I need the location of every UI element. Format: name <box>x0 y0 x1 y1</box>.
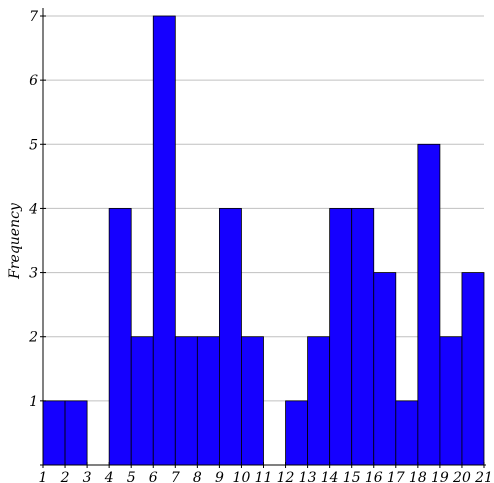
y-tick-label-4: 4 <box>28 201 38 217</box>
bar-16-17 <box>373 272 397 466</box>
x-tick-label-6: 6 <box>149 470 158 483</box>
y-tick-label-5: 5 <box>29 137 38 153</box>
y-axis-title: Frequency <box>7 202 23 280</box>
bar-5-6 <box>130 336 154 466</box>
bar-4-5 <box>108 208 132 466</box>
y-tick-label-3: 3 <box>29 266 38 282</box>
x-tick-label-14: 14 <box>321 470 339 483</box>
x-tick-label-20: 20 <box>452 470 471 483</box>
x-tick-label-3: 3 <box>83 470 92 483</box>
bar-20-21 <box>461 272 485 466</box>
x-tick-label-16: 16 <box>365 470 383 483</box>
bar-14-15 <box>329 208 353 466</box>
bar-17-18 <box>395 400 419 466</box>
x-tick-label-18: 18 <box>409 470 427 483</box>
x-tick-label-2: 2 <box>60 470 70 483</box>
bar-13-14 <box>307 336 331 466</box>
y-tick-label-2: 2 <box>28 330 38 346</box>
bar-8-9 <box>196 336 220 466</box>
y-tick-label-6: 6 <box>29 73 38 89</box>
x-tick-label-5: 5 <box>127 470 136 483</box>
bar-6-7 <box>152 15 176 466</box>
bar-19-20 <box>439 336 463 466</box>
bar-1-2 <box>42 400 66 466</box>
x-tick-label-19: 19 <box>431 470 449 483</box>
x-tick-label-7: 7 <box>171 470 180 483</box>
x-tick-label-8: 8 <box>193 470 202 483</box>
bar-12-13 <box>285 400 308 466</box>
bar-15-16 <box>351 208 375 466</box>
y-tick-label-1: 1 <box>29 394 38 410</box>
bar-2-3 <box>64 400 88 466</box>
x-tick-label-13: 13 <box>299 470 317 483</box>
x-tick-label-15: 15 <box>343 470 361 483</box>
x-tick-label-10: 10 <box>233 470 251 483</box>
y-tick-label-7: 7 <box>29 9 38 25</box>
bar-10-11 <box>241 336 264 466</box>
x-tick-label-21: 21 <box>474 470 493 483</box>
x-tick-label-1: 1 <box>39 470 48 483</box>
bars <box>42 15 485 466</box>
bar-7-8 <box>174 336 198 466</box>
bar-18-19 <box>417 143 441 466</box>
bar-9-10 <box>218 208 242 466</box>
x-tick-label-4: 4 <box>104 470 114 483</box>
x-tick-label-17: 17 <box>387 470 405 483</box>
x-tick-label-9: 9 <box>215 470 224 483</box>
x-tick-label-11: 11 <box>255 470 273 483</box>
x-tick-label-12: 12 <box>277 470 295 483</box>
axes <box>40 8 486 468</box>
